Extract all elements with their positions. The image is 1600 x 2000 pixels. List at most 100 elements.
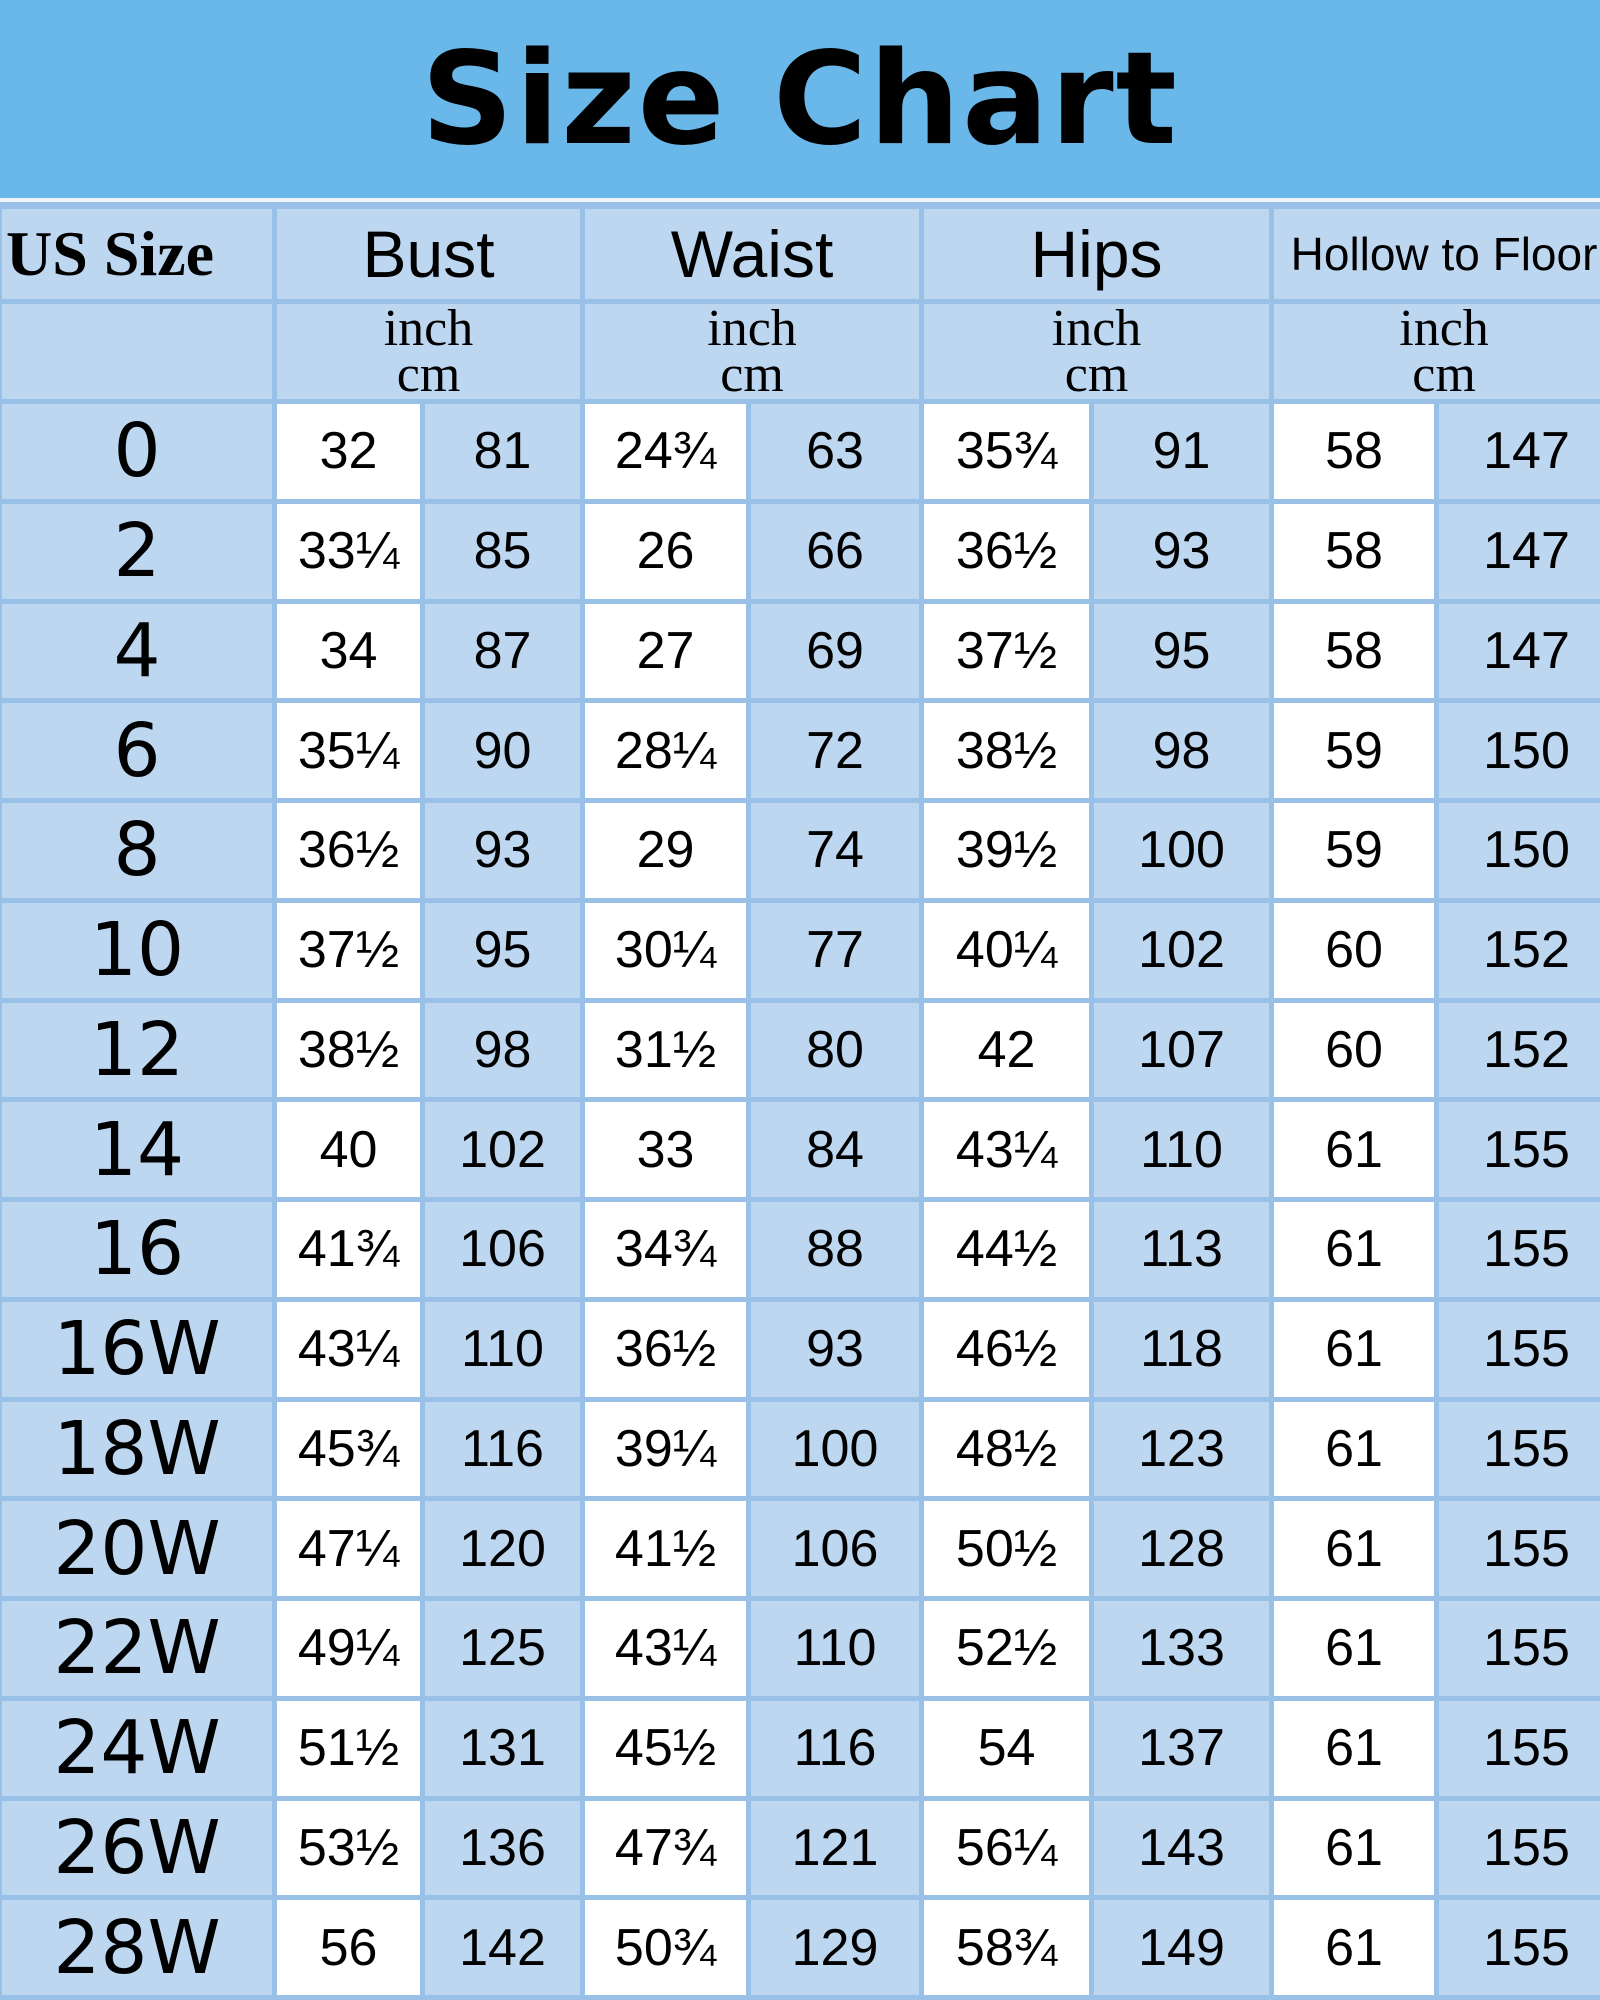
divider xyxy=(0,198,1600,202)
table-row: 10 37½ 95 30¼ 77 40¼ 102 60 152 xyxy=(2,902,1600,998)
size-cell: 26W xyxy=(2,1800,272,1896)
inch-cell: 54 xyxy=(924,1700,1090,1796)
table-row: 22W 49¼ 125 43¼ 110 52½ 133 61 155 xyxy=(2,1601,1600,1696)
unit-inch: inch xyxy=(707,299,797,357)
unit-inch: inch xyxy=(383,299,474,357)
inch-cell: 36½ xyxy=(277,803,420,898)
table-row: 24W 51½ 131 45½ 116 54 137 61 155 xyxy=(2,1700,1600,1796)
table-row: 16 41¾ 106 34¾ 88 44½ 113 61 155 xyxy=(2,1202,1600,1297)
inch-cell: 50¾ xyxy=(585,1900,747,1995)
inch-cell: 42 xyxy=(924,1002,1090,1098)
cm-cell: 118 xyxy=(1094,1301,1270,1397)
inch-cell: 61 xyxy=(1274,1202,1435,1297)
table-row: 2 33¼ 85 26 66 36½ 93 58 147 xyxy=(2,503,1600,599)
inch-cell: 46½ xyxy=(924,1301,1090,1397)
unit-cm: cm xyxy=(1064,345,1129,403)
inch-cell: 58¾ xyxy=(924,1900,1090,1995)
cm-cell: 110 xyxy=(751,1601,920,1696)
inch-cell: 56 xyxy=(277,1900,420,1995)
size-cell: 22W xyxy=(2,1601,272,1696)
cm-cell: 155 xyxy=(1439,1800,1600,1896)
cm-cell: 116 xyxy=(751,1700,920,1796)
inch-cell: 37½ xyxy=(924,603,1090,699)
cm-cell: 142 xyxy=(425,1900,581,1995)
cm-cell: 155 xyxy=(1439,1900,1600,1995)
cm-cell: 110 xyxy=(1094,1102,1270,1197)
cm-cell: 155 xyxy=(1439,1501,1600,1596)
cm-cell: 149 xyxy=(1094,1900,1270,1995)
size-cell: 20W xyxy=(2,1501,272,1596)
inch-cell: 61 xyxy=(1274,1401,1435,1497)
inch-cell: 48½ xyxy=(924,1401,1090,1497)
inch-cell: 61 xyxy=(1274,1601,1435,1696)
inch-cell: 29 xyxy=(585,803,747,898)
unit-label: inch cm xyxy=(1274,302,1600,403)
inch-cell: 58 xyxy=(1274,503,1435,599)
waist-header: Waist xyxy=(585,209,920,299)
table-row: 28W 56 142 50¾ 129 58¾ 149 61 155 xyxy=(2,1900,1600,1995)
hips-header: Hips xyxy=(924,209,1270,299)
inch-cell: 24¾ xyxy=(585,404,747,499)
size-cell: 16 xyxy=(2,1202,272,1297)
unit-cm: cm xyxy=(1412,345,1476,403)
cm-cell: 91 xyxy=(1094,404,1270,499)
inch-cell: 34 xyxy=(277,603,420,699)
inch-cell: 41¾ xyxy=(277,1202,420,1297)
inch-cell: 59 xyxy=(1274,703,1435,798)
inch-cell: 59 xyxy=(1274,803,1435,898)
cm-cell: 125 xyxy=(425,1601,581,1696)
inch-cell: 61 xyxy=(1274,1700,1435,1796)
inch-cell: 38½ xyxy=(924,703,1090,798)
inch-cell: 53½ xyxy=(277,1800,420,1896)
inch-cell: 61 xyxy=(1274,1501,1435,1596)
cm-cell: 155 xyxy=(1439,1202,1600,1297)
header-row: US Size Bust Waist Hips Hollow to Floor xyxy=(2,209,1600,299)
cm-cell: 106 xyxy=(751,1501,920,1596)
inch-cell: 30¼ xyxy=(585,902,747,998)
unit-cm: cm xyxy=(396,345,461,403)
unit-row: inch cm inch cm inch cm inch cm xyxy=(2,299,1600,403)
inch-cell: 56¼ xyxy=(924,1800,1090,1896)
size-chart-table: US Size Bust Waist Hips Hollow to Floor … xyxy=(0,204,1600,2000)
inch-cell: 45¾ xyxy=(277,1401,420,1497)
size-cell: 0 xyxy=(2,404,272,499)
inch-cell: 39¼ xyxy=(585,1401,747,1497)
bust-header: Bust xyxy=(277,209,581,299)
cm-cell: 147 xyxy=(1439,503,1600,599)
cm-cell: 102 xyxy=(425,1102,581,1197)
inch-cell: 43¼ xyxy=(585,1601,747,1696)
cm-cell: 88 xyxy=(751,1202,920,1297)
cm-cell: 136 xyxy=(425,1800,581,1896)
cm-cell: 152 xyxy=(1439,1002,1600,1098)
inch-cell: 41½ xyxy=(585,1501,747,1596)
page-title: Size Chart xyxy=(421,24,1179,174)
cm-cell: 121 xyxy=(751,1800,920,1896)
inch-cell: 36½ xyxy=(585,1301,747,1397)
inch-cell: 61 xyxy=(1274,1102,1435,1197)
size-cell: 18W xyxy=(2,1401,272,1497)
cm-cell: 155 xyxy=(1439,1401,1600,1497)
table-row: 0 32 81 24¾ 63 35¾ 91 58 147 xyxy=(2,404,1600,499)
inch-cell: 58 xyxy=(1274,603,1435,699)
cm-cell: 69 xyxy=(751,603,920,699)
size-cell: 12 xyxy=(2,1002,272,1098)
table-row: 20W 47¼ 120 41½ 106 50½ 128 61 155 xyxy=(2,1501,1600,1596)
inch-cell: 51½ xyxy=(277,1700,420,1796)
table-row: 8 36½ 93 29 74 39½ 100 59 150 xyxy=(2,803,1600,898)
inch-cell: 31½ xyxy=(585,1002,747,1098)
cm-cell: 129 xyxy=(751,1900,920,1995)
cm-cell: 63 xyxy=(751,404,920,499)
inch-cell: 60 xyxy=(1274,1002,1435,1098)
inch-cell: 28¼ xyxy=(585,703,747,798)
table-row: 14 40 102 33 84 43¼ 110 61 155 xyxy=(2,1102,1600,1197)
size-cell: 4 xyxy=(2,603,272,699)
inch-cell: 43¼ xyxy=(924,1102,1090,1197)
inch-cell: 39½ xyxy=(924,803,1090,898)
cm-cell: 100 xyxy=(751,1401,920,1497)
cm-cell: 93 xyxy=(751,1301,920,1397)
inch-cell: 52½ xyxy=(924,1601,1090,1696)
cm-cell: 120 xyxy=(425,1501,581,1596)
table-row: 12 38½ 98 31½ 80 42 107 60 152 xyxy=(2,1002,1600,1098)
cm-cell: 152 xyxy=(1439,902,1600,998)
inch-cell: 36½ xyxy=(924,503,1090,599)
